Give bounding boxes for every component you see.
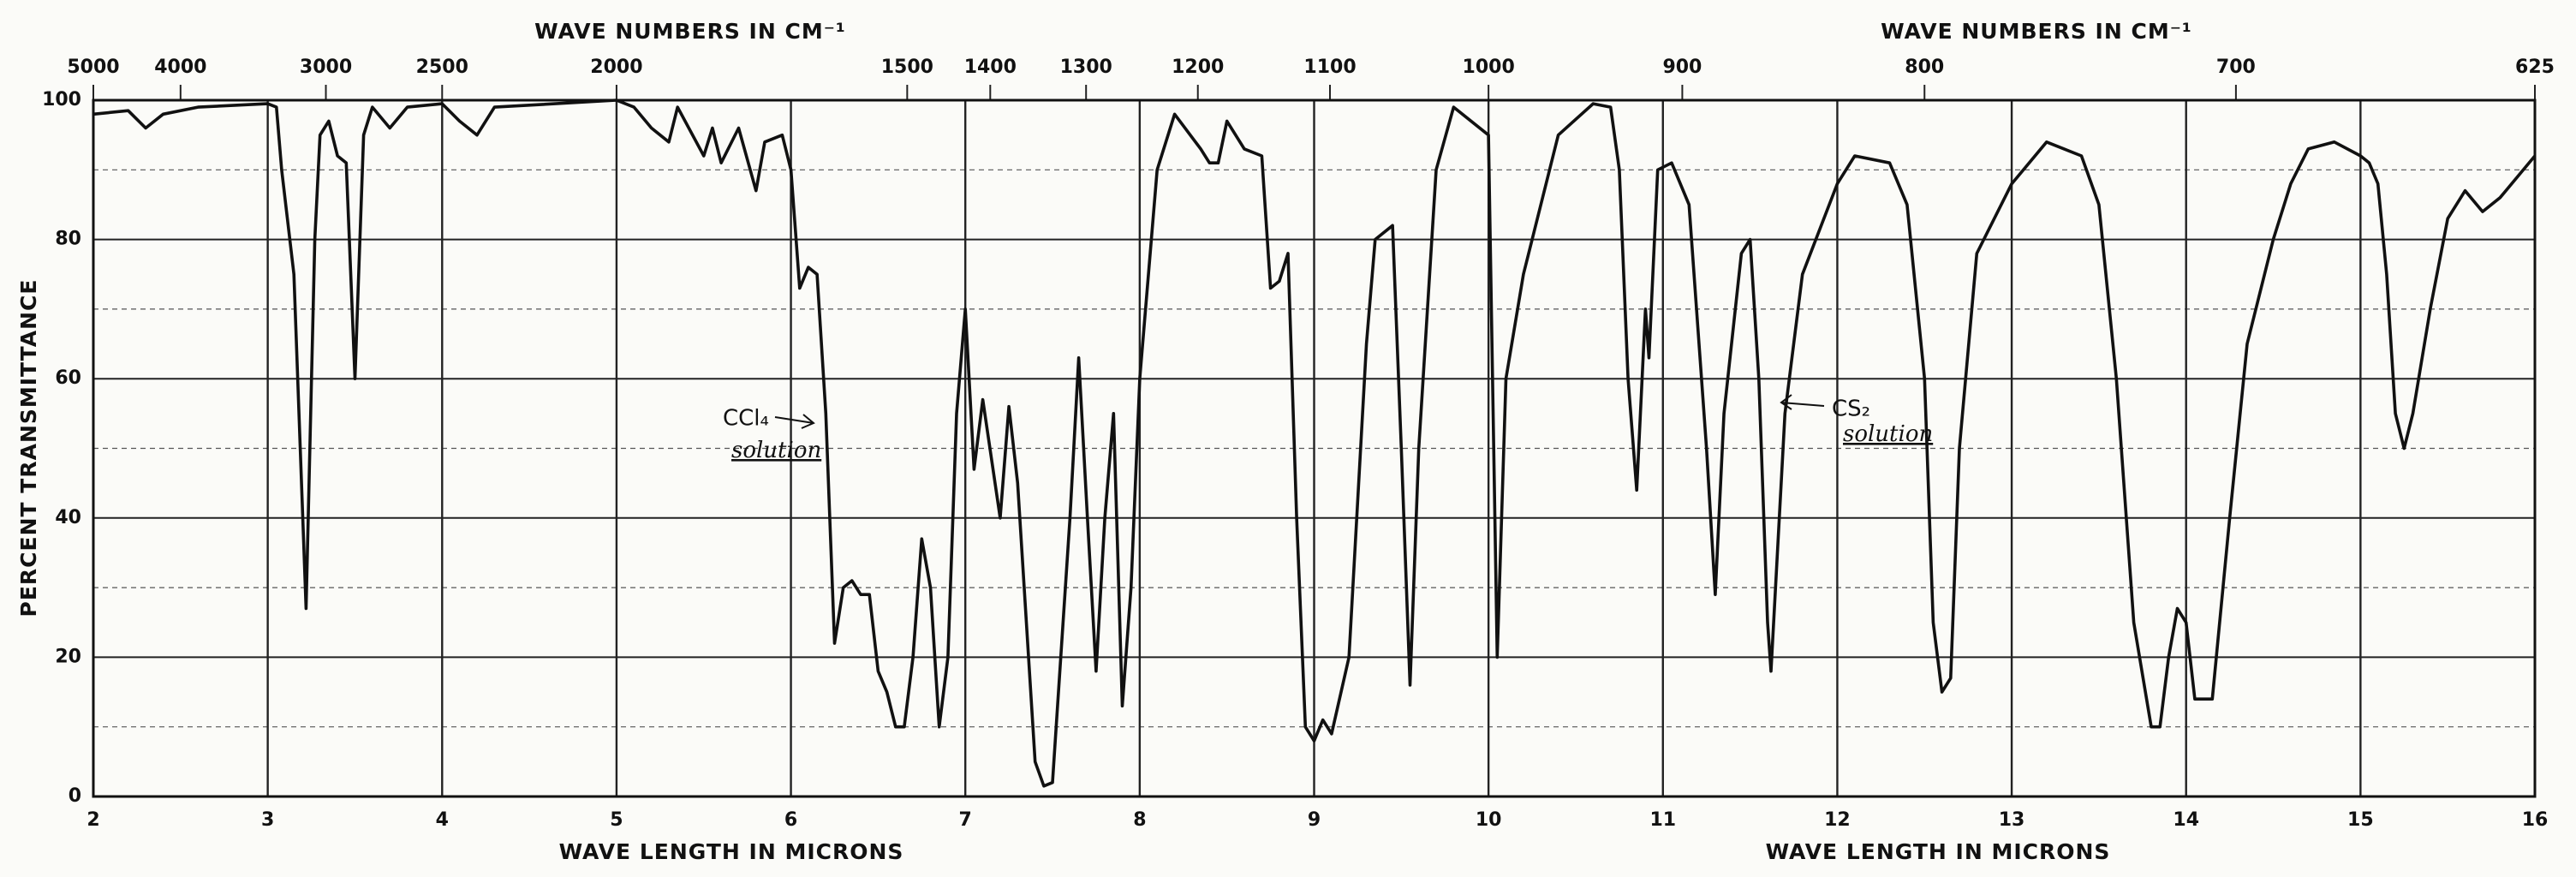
x2-tick-label: 2000 [590, 57, 642, 78]
x2-tick-label: 2500 [416, 57, 468, 78]
top-axis-title: WAVE NUMBERS IN CM⁻¹ [1881, 19, 2192, 44]
annotation-arrow [1780, 402, 1825, 407]
y-tick-label: 100 [42, 89, 81, 110]
annotation-subtext: solution [731, 438, 821, 463]
x2-tick-label: 5000 [67, 57, 119, 78]
x-tick-label: 9 [1308, 809, 1321, 831]
annotation-subtext: solution [1843, 421, 1933, 447]
y-tick-label: 20 [55, 646, 81, 667]
x-tick-label: 14 [2173, 809, 2199, 831]
spectrum-line [92, 98, 2537, 788]
x-axis-title: WAVE LENGTH IN MICRONS [1766, 839, 2111, 864]
x-tick-label: 11 [1649, 809, 1676, 831]
x-axis-title: WAVE LENGTH IN MICRONS [559, 839, 904, 864]
x2-tick-label: 700 [2216, 57, 2256, 78]
x-tick-label: 13 [1999, 809, 2025, 831]
x-tick-label: 16 [2522, 809, 2549, 831]
x2-tick-label: 1000 [1463, 57, 1515, 78]
x2-tick-label: 800 [1905, 57, 1944, 78]
x-tick-label: 15 [2347, 809, 2374, 831]
y-tick-label: 80 [55, 229, 81, 250]
annotation-text: CCl₄ [723, 406, 769, 432]
x2-tick-label: 3000 [300, 57, 352, 78]
x-tick-label: 10 [1476, 809, 1502, 831]
annotation-arrow [774, 416, 814, 424]
x2-tick-label: 4000 [154, 57, 206, 78]
x2-tick-label: 1500 [881, 57, 933, 78]
x2-tick-label: 1400 [964, 57, 1017, 78]
top-axis-title: WAVE NUMBERS IN CM⁻¹ [534, 19, 846, 44]
x2-tick-label: 1300 [1060, 57, 1112, 78]
y-tick-label: 60 [55, 367, 81, 389]
plot-frame [92, 98, 2537, 798]
x-tick-label: 2 [86, 809, 99, 831]
x2-tick-label: 900 [1662, 57, 1702, 78]
x2-tick-label: 625 [2515, 57, 2555, 78]
y-tick-label: 40 [55, 507, 81, 528]
x-tick-label: 4 [436, 809, 449, 831]
x-tick-label: 5 [610, 809, 623, 831]
x-tick-label: 7 [959, 809, 972, 831]
annotation-text: CS₂ [1832, 397, 1870, 422]
x-tick-label: 12 [1824, 809, 1851, 831]
x-tick-label: 6 [784, 809, 797, 831]
x2-tick-label: 1100 [1303, 57, 1356, 78]
y-tick-label: 0 [69, 785, 81, 807]
x-tick-label: 3 [261, 809, 274, 831]
annotation-arrowhead [801, 414, 815, 429]
x-tick-label: 8 [1133, 809, 1146, 831]
x2-tick-label: 1200 [1172, 57, 1224, 78]
y-axis-title: PERCENT TRANSMITTANCE [16, 279, 41, 617]
